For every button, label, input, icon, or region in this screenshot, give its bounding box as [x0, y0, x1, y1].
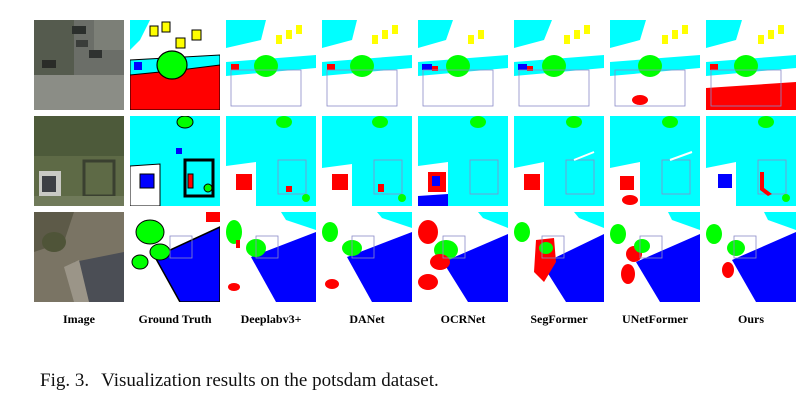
col-label-danet: DANet	[349, 312, 385, 326]
caption-number: Fig. 3.	[40, 370, 90, 391]
row2-image	[34, 116, 124, 206]
row3-danet	[322, 212, 412, 302]
col-label-segformer: SegFormer	[530, 312, 588, 326]
row3-deeplabv3plus	[226, 212, 316, 302]
row3-segformer	[514, 212, 604, 302]
row1-danet	[322, 20, 412, 110]
row1-unetformer	[610, 20, 700, 110]
col-label-ours: Ours	[737, 312, 764, 326]
row2-segformer	[514, 116, 604, 206]
row3-ocrnet	[418, 212, 508, 302]
row3-unetformer	[610, 212, 700, 302]
row3-image	[34, 212, 124, 302]
row3-ground-truth	[130, 212, 220, 302]
row1-ground-truth	[130, 20, 220, 110]
row1-segformer	[514, 20, 604, 110]
row2-ground-truth	[130, 116, 220, 206]
col-label-ground-truth: Ground Truth	[138, 312, 212, 326]
row2-ours	[706, 116, 796, 206]
col-label-deeplabv3plus: Deeplabv3+	[240, 312, 302, 326]
row2-deeplabv3plus	[226, 116, 316, 206]
row1-image	[34, 20, 124, 110]
row1-ours	[706, 20, 796, 110]
row3-ours	[706, 212, 796, 302]
col-label-ocrnet: OCRNet	[440, 312, 486, 326]
col-label-unetformer: UNetFormer	[622, 312, 688, 326]
row1-ocrnet	[418, 20, 508, 110]
caption-text: Visualization results on the potsdam dat…	[101, 370, 439, 391]
figure-caption: Fig. 3. Visualization results on the pots…	[40, 370, 439, 392]
col-label-image: Image	[63, 312, 95, 326]
row2-unetformer	[610, 116, 700, 206]
row1-deeplabv3plus	[226, 20, 316, 110]
row2-danet	[322, 116, 412, 206]
row2-ocrnet	[418, 116, 508, 206]
